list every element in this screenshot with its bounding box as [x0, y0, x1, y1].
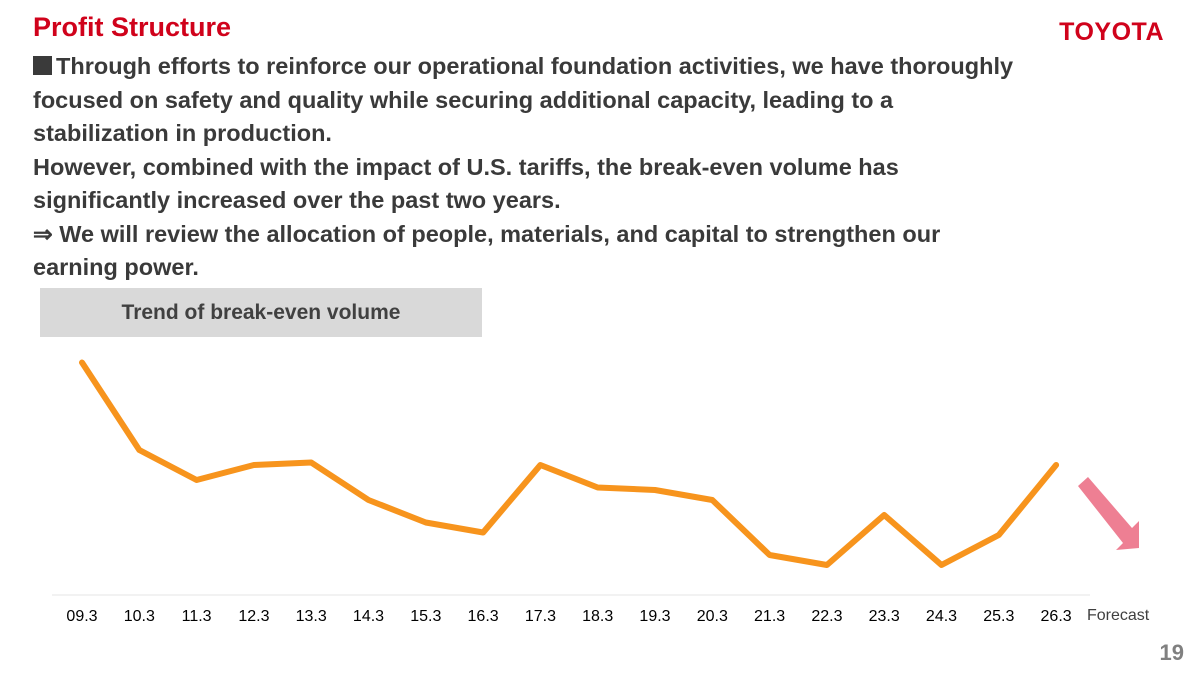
- body-line: focused on safety and quality while secu…: [33, 86, 894, 113]
- x-tick-label: 13.3: [296, 608, 327, 625]
- forecast-label: Forecast: [1087, 607, 1150, 624]
- x-tick-label: 09.3: [66, 608, 97, 625]
- x-tick-label: 14.3: [353, 608, 384, 625]
- body-line: earning power.: [33, 254, 199, 280]
- body-line: However, combined with the impact of U.S…: [33, 153, 899, 180]
- x-tick-label: 18.3: [582, 608, 613, 625]
- x-tick-label: 19.3: [639, 608, 670, 625]
- body-line: significantly increased over the past tw…: [33, 187, 561, 213]
- page-number: 19: [1159, 640, 1184, 665]
- bullet-square-icon: [33, 56, 52, 75]
- body-line: ⇒ We will review the allocation of peopl…: [33, 220, 941, 247]
- series-line: [79, 359, 1060, 568]
- toyota-logo: TOYOTA: [1059, 18, 1164, 46]
- x-tick-label: 20.3: [697, 608, 728, 625]
- x-tick-label: 12.3: [238, 608, 269, 625]
- x-tick-label: 23.3: [869, 608, 900, 625]
- x-tick-label: 10.3: [124, 608, 155, 625]
- x-tick-label: 16.3: [468, 608, 499, 625]
- x-tick-label: 25.3: [983, 608, 1014, 625]
- slide-title: Profit Structure: [33, 12, 232, 42]
- x-tick-label: 11.3: [182, 608, 212, 625]
- body-line: Through efforts to reinforce our operati…: [33, 50, 1183, 84]
- x-tick-label: 17.3: [525, 608, 556, 625]
- x-tick-label: 15.3: [410, 608, 441, 625]
- body-line: stabilization in production.: [33, 120, 332, 146]
- slide-body: Through efforts to reinforce our operati…: [33, 50, 1183, 285]
- x-tick-label: 24.3: [926, 608, 957, 625]
- x-tick-label: 26.3: [1041, 608, 1072, 625]
- arrow-down-right-icon: [1078, 477, 1139, 550]
- x-tick-label: 21.3: [754, 608, 785, 625]
- chart-title: Trend of break-even volume: [40, 288, 482, 337]
- x-tick-label: 22.3: [811, 608, 842, 625]
